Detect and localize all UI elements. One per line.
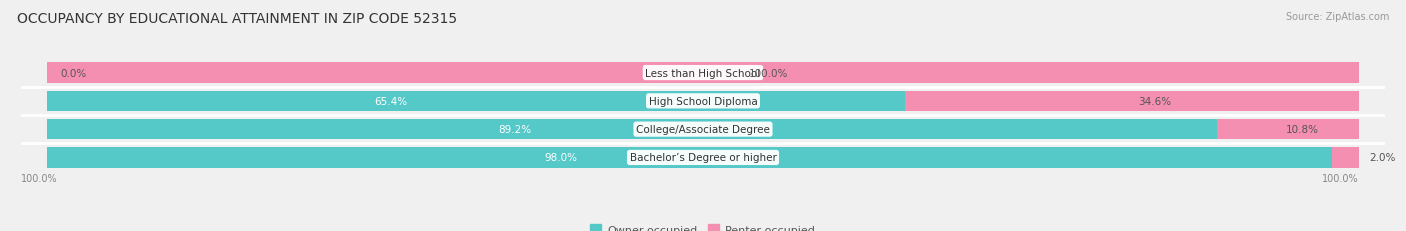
Text: 100.0%: 100.0% — [749, 68, 789, 78]
Bar — [48, 63, 1358, 83]
Text: Less than High School: Less than High School — [645, 68, 761, 78]
Text: Source: ZipAtlas.com: Source: ZipAtlas.com — [1285, 12, 1389, 21]
Legend: Owner-occupied, Renter-occupied: Owner-occupied, Renter-occupied — [586, 220, 820, 231]
Text: OCCUPANCY BY EDUCATIONAL ATTAINMENT IN ZIP CODE 52315: OCCUPANCY BY EDUCATIONAL ATTAINMENT IN Z… — [17, 12, 457, 25]
Bar — [48, 91, 1358, 112]
Text: College/Associate Degree: College/Associate Degree — [636, 125, 770, 135]
Text: 34.6%: 34.6% — [1137, 96, 1171, 106]
Bar — [48, 91, 905, 112]
Text: 100.0%: 100.0% — [21, 173, 58, 183]
Bar — [48, 119, 1218, 140]
Text: Bachelor’s Degree or higher: Bachelor’s Degree or higher — [630, 153, 776, 163]
Text: 100.0%: 100.0% — [1322, 173, 1358, 183]
Bar — [1333, 148, 1358, 168]
Text: 89.2%: 89.2% — [499, 125, 531, 135]
Text: 65.4%: 65.4% — [374, 96, 406, 106]
Bar — [48, 148, 1358, 168]
Bar — [905, 91, 1358, 112]
Text: 98.0%: 98.0% — [546, 153, 578, 163]
Bar — [48, 119, 1358, 140]
Text: 0.0%: 0.0% — [60, 68, 87, 78]
Bar — [48, 148, 1333, 168]
Bar — [1218, 119, 1358, 140]
Bar — [48, 63, 1358, 83]
Text: High School Diploma: High School Diploma — [648, 96, 758, 106]
Text: 10.8%: 10.8% — [1285, 125, 1319, 135]
Text: 2.0%: 2.0% — [1369, 153, 1396, 163]
